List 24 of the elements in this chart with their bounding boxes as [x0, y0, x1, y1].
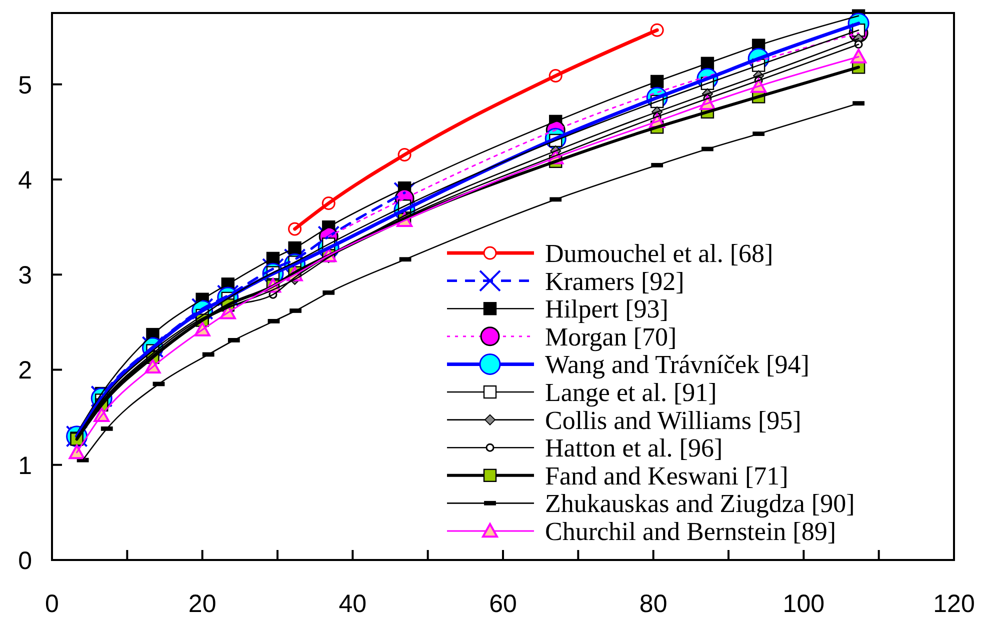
legend-label: Hatton et al. [96]: [545, 434, 723, 463]
x-tick-label: 100: [782, 590, 825, 618]
y-tick-label: 3: [18, 262, 32, 290]
legend-label: Churchil and Bernstein [89]: [545, 517, 836, 546]
y-tick-label: 5: [18, 71, 32, 100]
x-tick-label: 120: [933, 590, 975, 618]
x-tick-label: 0: [45, 590, 59, 618]
legend-label: Lange et al. [91]: [545, 378, 717, 407]
x-tick-label: 60: [489, 590, 517, 618]
y-tick-label: 4: [18, 166, 32, 194]
x-tick-label: 80: [639, 590, 668, 618]
legend-label: Wang and Trávníček [94]: [545, 350, 810, 380]
y-tick-label: 0: [18, 547, 32, 575]
legend-label: Kramers [92]: [545, 266, 684, 296]
legend-label: Collis and Williams [95]: [545, 406, 802, 435]
legend-label: Zhukauskas and Ziugdza [90]: [545, 489, 855, 518]
legend-label: Morgan [70]: [545, 322, 677, 352]
legend-label: Fand and Keswani [71]: [545, 461, 788, 490]
legend-label: Dumouchel et al. [68]: [545, 239, 774, 268]
y-tick-label: 1: [18, 452, 32, 480]
y-tick-label: 2: [18, 356, 32, 385]
x-tick-label: 40: [338, 590, 367, 618]
legend-label: Hilpert [93]: [545, 294, 668, 324]
x-tick-label: 20: [188, 590, 216, 618]
